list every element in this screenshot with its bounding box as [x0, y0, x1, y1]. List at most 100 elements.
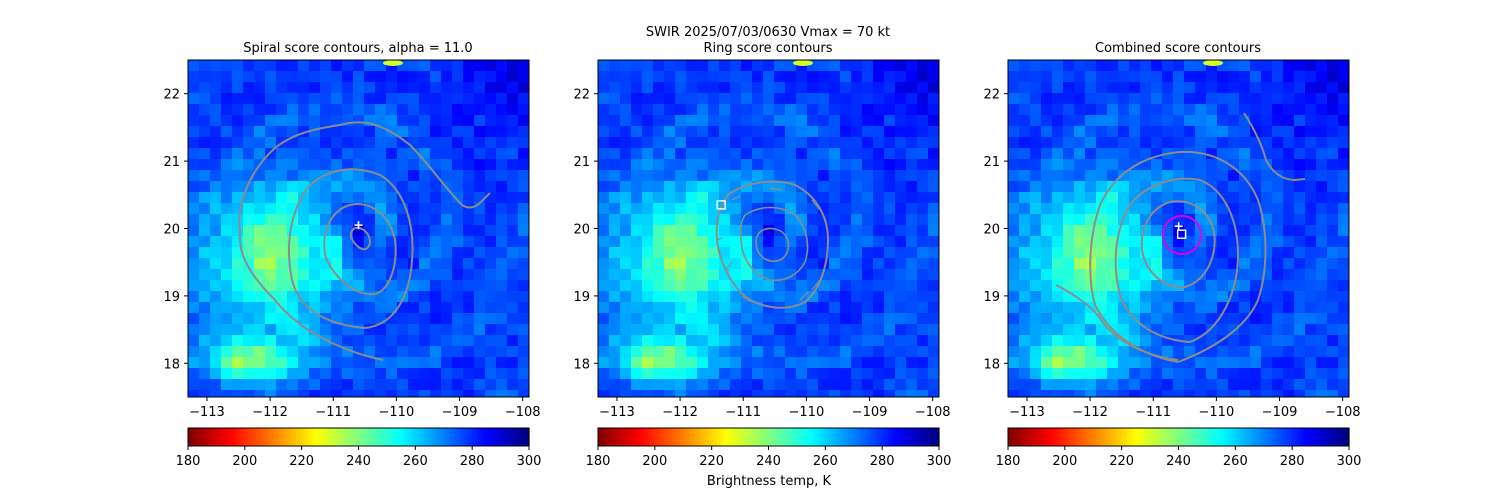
- colorbar-segment: [916, 428, 920, 446]
- image-cell: [254, 126, 266, 138]
- image-cell: [807, 346, 819, 358]
- image-cell: [1063, 148, 1075, 160]
- spiral-contour-middle: [288, 168, 414, 329]
- image-cell: [375, 225, 387, 237]
- image-cell: [1019, 170, 1031, 182]
- image-cell: [1195, 280, 1207, 292]
- image-cell: [609, 115, 621, 127]
- image-cell: [210, 71, 222, 83]
- image-cell: [1008, 60, 1020, 72]
- image-cell: [1184, 93, 1196, 105]
- image-cell: [232, 214, 244, 226]
- colorbar-tick-label: 220: [699, 454, 724, 469]
- colorbar-segment: [1326, 428, 1330, 446]
- image-cell: [298, 313, 310, 325]
- image-cell: [741, 148, 753, 160]
- colorbar-tick-label: 180: [176, 454, 201, 469]
- image-cell: [1107, 258, 1119, 270]
- image-cell: [353, 357, 365, 369]
- image-cell: [697, 379, 709, 391]
- image-cell: [1063, 181, 1075, 193]
- image-cell: [686, 71, 698, 83]
- image-cell: [642, 225, 654, 237]
- image-cell: [928, 280, 940, 292]
- image-cell: [1140, 181, 1152, 193]
- image-cell: [419, 71, 431, 83]
- image-cell: [430, 247, 442, 259]
- image-cell: [199, 291, 211, 303]
- image-cell: [851, 313, 863, 325]
- image-cell: [210, 148, 222, 160]
- image-cell: [287, 159, 299, 171]
- image-cell: [1239, 225, 1251, 237]
- image-cell: [397, 159, 409, 171]
- image-cell: [664, 225, 676, 237]
- image-cell: [730, 269, 742, 281]
- image-cell: [1316, 247, 1328, 259]
- panel-combined: Combined score contours −113 −112 −111 −110…: [983, 41, 1361, 469]
- image-cell: [463, 181, 475, 193]
- image-cell: [1283, 181, 1295, 193]
- image-cell: [210, 225, 222, 237]
- image-cell: [507, 379, 519, 391]
- colorbar-segment: [845, 428, 849, 446]
- image-cell: [829, 390, 841, 398]
- image-cell: [917, 137, 929, 149]
- image-cell: [1162, 324, 1174, 336]
- image-cell: [441, 192, 453, 204]
- image-cell: [1096, 137, 1108, 149]
- image-cell: [862, 324, 874, 336]
- image-cell: [631, 368, 643, 380]
- image-cell: [1129, 280, 1141, 292]
- colorbar-segment: [768, 428, 772, 446]
- image-cell: [1195, 104, 1207, 116]
- colorbar-segment: [700, 428, 704, 446]
- image-cell: [752, 192, 764, 204]
- colorbar-segment: [1121, 428, 1126, 446]
- image-cell: [287, 82, 299, 94]
- image-cell: [1085, 170, 1097, 182]
- image-cell: [884, 214, 896, 226]
- image-cell: [774, 368, 786, 380]
- image-cell: [708, 313, 720, 325]
- image-cell: [441, 203, 453, 215]
- image-cell: [1327, 368, 1339, 380]
- image-cell: [1272, 126, 1284, 138]
- image-cell: [463, 346, 475, 358]
- image-cell: [1327, 324, 1339, 336]
- image-cell: [752, 137, 764, 149]
- image-cell: [331, 192, 343, 204]
- image-cell: [917, 247, 929, 259]
- image-cell: [1030, 82, 1042, 94]
- image-cell: [620, 291, 632, 303]
- image-cell: [1261, 247, 1273, 259]
- colorbar-segment: [643, 428, 647, 446]
- image-cell: [796, 368, 808, 380]
- image-cell: [1129, 368, 1141, 380]
- image-cell: [774, 137, 786, 149]
- image-cell: [796, 258, 808, 270]
- image-cell: [1217, 93, 1229, 105]
- image-cell: [496, 357, 508, 369]
- colorbar-segment: [457, 428, 462, 446]
- image-cell: [232, 115, 244, 127]
- image-cell: [620, 159, 632, 171]
- image-cell: [1338, 357, 1350, 369]
- image-cell: [598, 71, 610, 83]
- x-tick-label: −112: [1072, 405, 1108, 420]
- image-cell: [873, 104, 885, 116]
- colorbar-segment: [1061, 428, 1066, 446]
- image-cell: [1129, 148, 1141, 160]
- image-cell: [463, 291, 475, 303]
- image-cell: [331, 379, 343, 391]
- image-cell: [1074, 269, 1086, 281]
- image-cell: [730, 324, 742, 336]
- image-cell: [851, 390, 863, 398]
- colorbar-segment: [1147, 428, 1151, 446]
- image-cell: [807, 60, 819, 72]
- image-cell: [199, 280, 211, 292]
- image-cell: [254, 357, 266, 369]
- image-cell: [1140, 170, 1152, 182]
- image-cell: [1184, 335, 1196, 347]
- image-cell: [1140, 126, 1152, 138]
